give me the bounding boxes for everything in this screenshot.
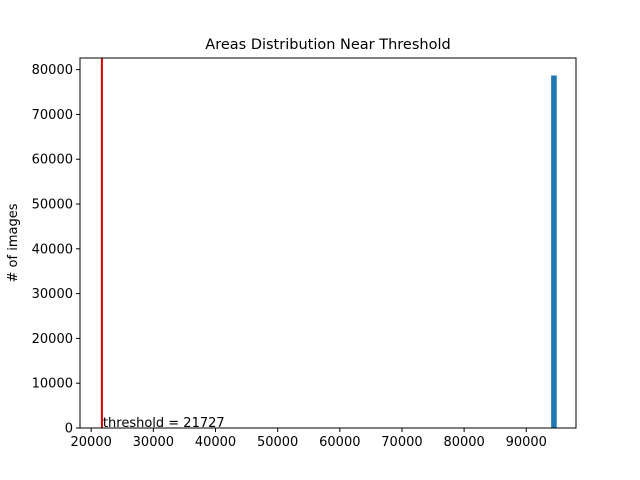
y-tick-label: 10000: [32, 377, 73, 392]
y-tick-label: 20000: [32, 332, 73, 347]
histogram-bar-0: [551, 75, 557, 429]
y-axis-label: # of images: [6, 203, 21, 282]
y-tick-label: 70000: [32, 108, 73, 123]
x-tick-label: 90000: [506, 435, 547, 450]
x-tick-label: 30000: [133, 435, 174, 450]
chart-title: Areas Distribution Near Threshold: [205, 37, 450, 53]
x-tick-label: 80000: [443, 435, 484, 450]
y-tick-label: 50000: [32, 198, 73, 213]
y-tick-label: 80000: [32, 63, 73, 78]
threshold-label: threshold = 21727: [103, 416, 225, 431]
y-tick-label: 30000: [32, 287, 73, 302]
histogram-bars: [551, 75, 557, 429]
y-axis-ticks: 0 10000 20000 30000 40000 50000 60000 70000 8000…: [32, 63, 80, 437]
x-tick-label: 60000: [319, 435, 360, 450]
x-tick-label: 20000: [71, 435, 112, 450]
x-axis-ticks: 20000 30000 40000 50000 60000 70000 80000 90000: [71, 428, 547, 450]
x-tick-label: 70000: [381, 435, 422, 450]
x-tick-label: 40000: [195, 435, 236, 450]
y-tick-label: 0: [65, 422, 73, 437]
x-tick-label: 50000: [257, 435, 298, 450]
plot-frame: [79, 57, 577, 429]
threshold-marker: threshold = 21727: [100, 58, 225, 431]
y-tick-label: 60000: [32, 153, 73, 168]
y-tick-label: 40000: [32, 242, 73, 257]
